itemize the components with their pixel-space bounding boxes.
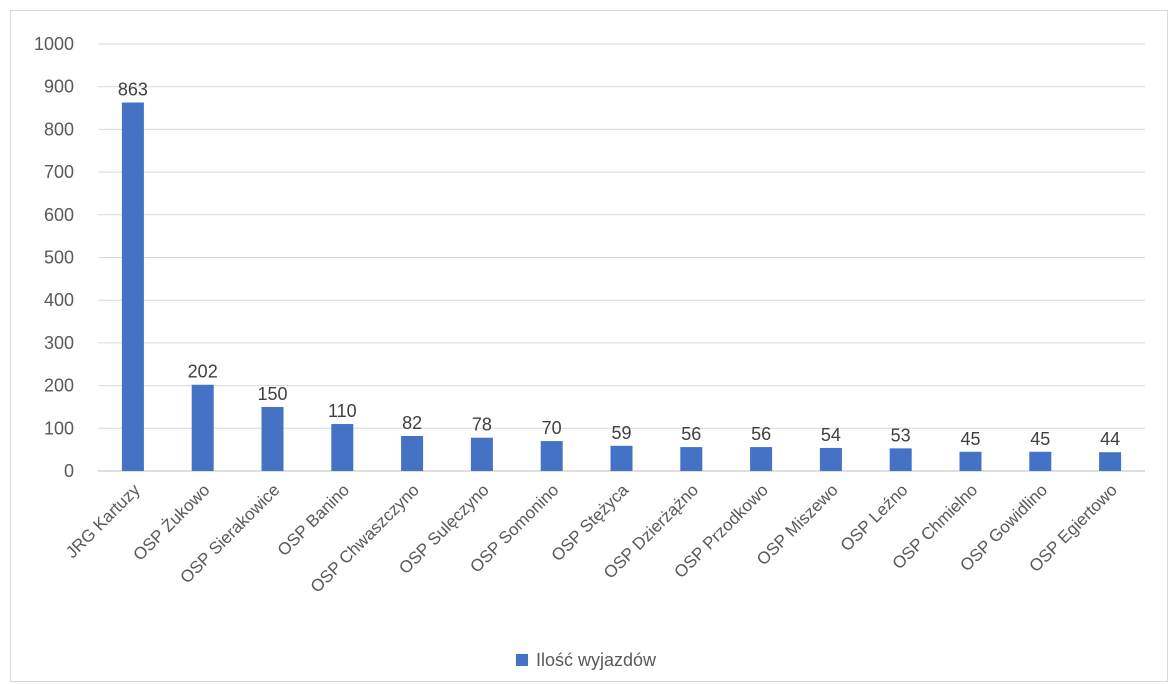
bar <box>1029 451 1052 471</box>
y-tick-label: 400 <box>44 290 74 310</box>
data-label: 54 <box>821 425 841 445</box>
data-label: 45 <box>960 429 980 449</box>
bar <box>191 384 214 471</box>
data-label: 59 <box>611 423 631 443</box>
data-label: 863 <box>118 79 148 99</box>
bars: 863 202 150 110 82 78 70 59 56 56 54 53 45 45 44 <box>118 79 1122 472</box>
bar <box>331 424 354 471</box>
data-label: 70 <box>542 418 562 438</box>
data-label: 202 <box>188 362 218 382</box>
y-tick-label: 900 <box>44 77 74 97</box>
gridlines <box>98 43 1145 472</box>
y-axis: 0 100 200 300 400 500 600 700 800 900 1000 <box>34 34 74 481</box>
y-tick-label: 600 <box>44 205 74 225</box>
x-tick-label: OSP Leźno <box>837 480 912 555</box>
y-tick-label: 100 <box>44 418 74 438</box>
data-label: 78 <box>472 415 492 435</box>
data-label: 53 <box>891 425 911 445</box>
bar <box>889 448 912 471</box>
bar <box>959 451 982 471</box>
data-label: 82 <box>402 413 422 433</box>
bar <box>680 447 703 471</box>
bar <box>470 437 493 471</box>
data-label: 44 <box>1100 429 1120 449</box>
y-tick-label: 800 <box>44 119 74 139</box>
bar <box>540 441 563 471</box>
data-label: 110 <box>328 401 357 421</box>
legend-swatch <box>516 654 528 666</box>
data-label: 150 <box>257 384 287 404</box>
y-tick-label: 300 <box>44 333 74 353</box>
data-label: 45 <box>1030 429 1050 449</box>
bar <box>1099 452 1122 471</box>
legend-label: Ilość wyjazdów <box>536 650 657 670</box>
bar <box>401 435 424 471</box>
bar <box>261 406 284 471</box>
data-label: 56 <box>681 424 701 444</box>
legend: Ilość wyjazdów <box>516 650 657 670</box>
bar <box>610 445 633 471</box>
y-tick-label: 700 <box>44 162 74 182</box>
bar <box>750 447 773 471</box>
y-tick-label: 0 <box>64 461 74 481</box>
data-label: 56 <box>751 424 771 444</box>
chart-frame <box>10 10 1168 682</box>
y-tick-label: 1000 <box>34 34 74 54</box>
y-tick-label: 200 <box>44 376 74 396</box>
y-tick-label: 500 <box>44 248 74 268</box>
bar <box>121 102 144 472</box>
bar <box>819 447 842 471</box>
